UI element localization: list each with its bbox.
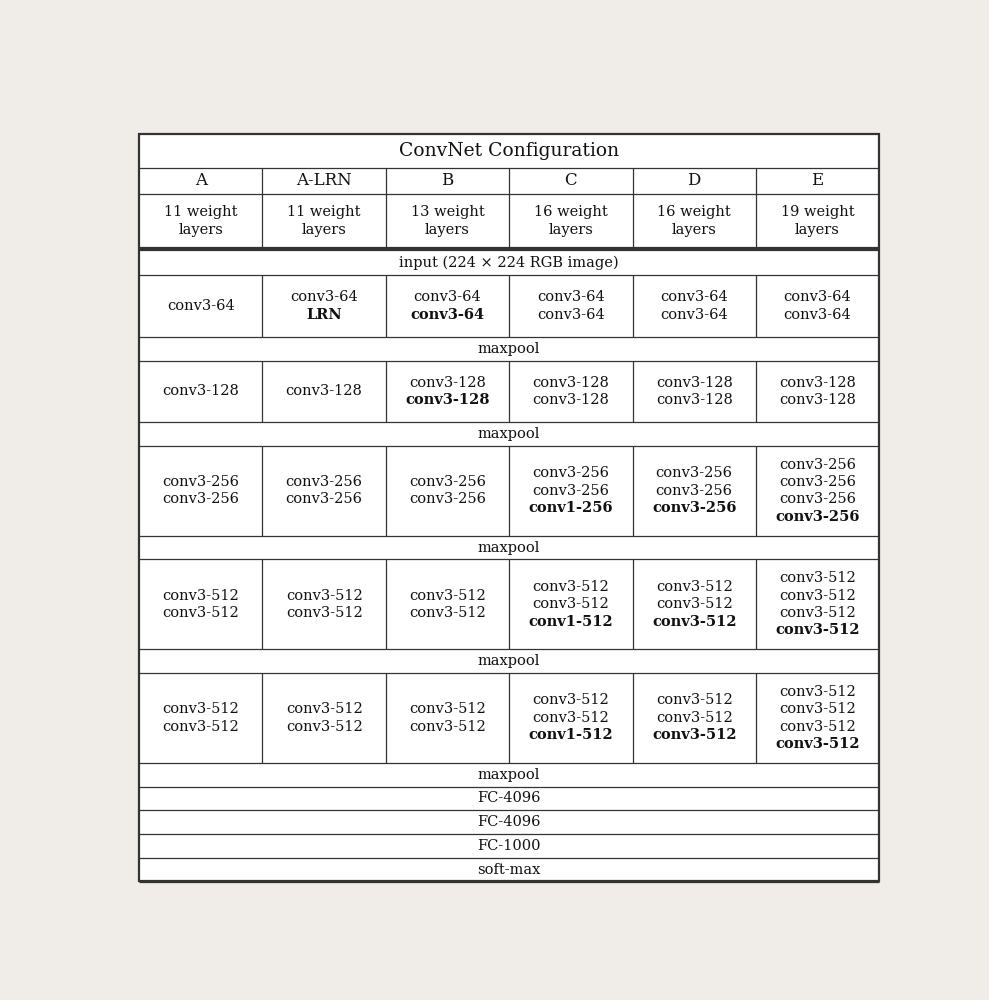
Text: conv3-256: conv3-256: [656, 484, 733, 498]
Text: conv3-256: conv3-256: [656, 466, 733, 480]
Text: conv3-128: conv3-128: [532, 393, 609, 407]
Text: conv3-256: conv3-256: [532, 466, 609, 480]
Text: conv3-512: conv3-512: [779, 720, 855, 734]
Text: conv3-512: conv3-512: [652, 728, 737, 742]
Text: conv3-128: conv3-128: [656, 376, 733, 390]
Text: conv3-128: conv3-128: [286, 384, 363, 398]
Text: conv3-256: conv3-256: [779, 492, 856, 506]
Text: conv3-512: conv3-512: [779, 589, 855, 603]
Text: conv3-128: conv3-128: [656, 393, 733, 407]
Text: conv3-64: conv3-64: [167, 299, 234, 313]
Text: conv3-512: conv3-512: [779, 685, 855, 699]
Text: E: E: [811, 172, 824, 189]
Text: maxpool: maxpool: [478, 654, 540, 668]
Text: conv3-256: conv3-256: [409, 492, 486, 506]
Text: conv3-512: conv3-512: [775, 737, 859, 751]
Text: conv3-256: conv3-256: [409, 475, 486, 489]
Text: conv3-128: conv3-128: [409, 376, 486, 390]
Text: FC-4096: FC-4096: [478, 791, 541, 805]
Text: conv3-512: conv3-512: [779, 606, 855, 620]
Text: D: D: [687, 172, 701, 189]
Text: layers: layers: [549, 223, 593, 237]
Text: conv3-512: conv3-512: [162, 606, 239, 620]
Text: conv3-512: conv3-512: [656, 711, 733, 725]
Text: soft-max: soft-max: [478, 863, 541, 877]
Text: conv3-512: conv3-512: [409, 589, 486, 603]
Text: conv3-512: conv3-512: [286, 702, 363, 716]
Text: conv1-256: conv1-256: [528, 501, 613, 515]
Text: conv3-64: conv3-64: [783, 308, 852, 322]
Text: conv3-512: conv3-512: [532, 711, 609, 725]
Text: conv3-128: conv3-128: [162, 384, 239, 398]
Text: conv3-512: conv3-512: [779, 702, 855, 716]
Text: conv3-512: conv3-512: [409, 702, 486, 716]
Text: FC-4096: FC-4096: [478, 815, 541, 829]
Text: 16 weight: 16 weight: [534, 205, 607, 219]
Text: conv3-256: conv3-256: [286, 492, 363, 506]
Text: conv3-256: conv3-256: [779, 458, 856, 472]
Text: conv3-512: conv3-512: [775, 623, 859, 637]
Text: conv3-256: conv3-256: [162, 492, 239, 506]
Text: conv3-128: conv3-128: [405, 393, 490, 407]
Text: layers: layers: [302, 223, 346, 237]
Text: conv1-512: conv1-512: [528, 615, 613, 629]
Text: conv3-64: conv3-64: [783, 290, 852, 304]
Text: 16 weight: 16 weight: [658, 205, 731, 219]
Text: conv3-256: conv3-256: [162, 475, 239, 489]
Text: C: C: [565, 172, 578, 189]
Text: conv3-256: conv3-256: [286, 475, 363, 489]
Text: conv3-512: conv3-512: [656, 597, 733, 611]
Text: 13 weight: 13 weight: [410, 205, 485, 219]
Text: layers: layers: [425, 223, 470, 237]
Text: conv3-128: conv3-128: [779, 376, 856, 390]
Text: conv3-512: conv3-512: [162, 589, 239, 603]
Text: conv3-512: conv3-512: [532, 597, 609, 611]
Text: maxpool: maxpool: [478, 427, 540, 441]
Text: conv3-64: conv3-64: [661, 290, 728, 304]
Text: conv3-128: conv3-128: [532, 376, 609, 390]
Text: LRN: LRN: [307, 308, 342, 322]
Text: conv3-64: conv3-64: [291, 290, 358, 304]
Text: conv3-512: conv3-512: [779, 571, 855, 585]
Text: conv3-256: conv3-256: [652, 501, 737, 515]
Text: conv3-512: conv3-512: [286, 606, 363, 620]
Text: layers: layers: [672, 223, 717, 237]
Text: conv3-128: conv3-128: [779, 393, 856, 407]
Text: conv3-512: conv3-512: [409, 606, 486, 620]
Text: 11 weight: 11 weight: [288, 205, 361, 219]
Text: input (224 × 224 RGB image): input (224 × 224 RGB image): [400, 255, 619, 270]
Text: conv3-512: conv3-512: [286, 720, 363, 734]
Text: conv3-64: conv3-64: [537, 308, 604, 322]
Text: conv3-256: conv3-256: [779, 475, 856, 489]
Text: 19 weight: 19 weight: [780, 205, 854, 219]
Text: A: A: [195, 172, 207, 189]
Text: conv3-512: conv3-512: [162, 720, 239, 734]
Text: conv3-64: conv3-64: [661, 308, 728, 322]
Text: maxpool: maxpool: [478, 342, 540, 356]
Text: maxpool: maxpool: [478, 768, 540, 782]
Text: B: B: [441, 172, 454, 189]
Text: conv3-512: conv3-512: [532, 693, 609, 707]
Text: A-LRN: A-LRN: [297, 172, 352, 189]
Text: conv3-512: conv3-512: [656, 580, 733, 594]
Text: conv3-512: conv3-512: [409, 720, 486, 734]
Text: ConvNet Configuration: ConvNet Configuration: [400, 142, 619, 160]
Text: conv3-512: conv3-512: [652, 615, 737, 629]
Text: layers: layers: [178, 223, 224, 237]
Text: maxpool: maxpool: [478, 541, 540, 555]
Text: conv3-512: conv3-512: [656, 693, 733, 707]
Text: conv3-512: conv3-512: [162, 702, 239, 716]
Text: conv3-512: conv3-512: [286, 589, 363, 603]
Text: conv3-512: conv3-512: [532, 580, 609, 594]
Text: conv1-512: conv1-512: [528, 728, 613, 742]
Text: conv3-256: conv3-256: [775, 510, 859, 524]
Text: FC-1000: FC-1000: [478, 839, 541, 853]
Text: conv3-64: conv3-64: [410, 308, 485, 322]
Text: layers: layers: [795, 223, 840, 237]
Text: conv3-256: conv3-256: [532, 484, 609, 498]
Text: 11 weight: 11 weight: [164, 205, 237, 219]
Text: conv3-64: conv3-64: [537, 290, 604, 304]
Text: conv3-64: conv3-64: [413, 290, 482, 304]
